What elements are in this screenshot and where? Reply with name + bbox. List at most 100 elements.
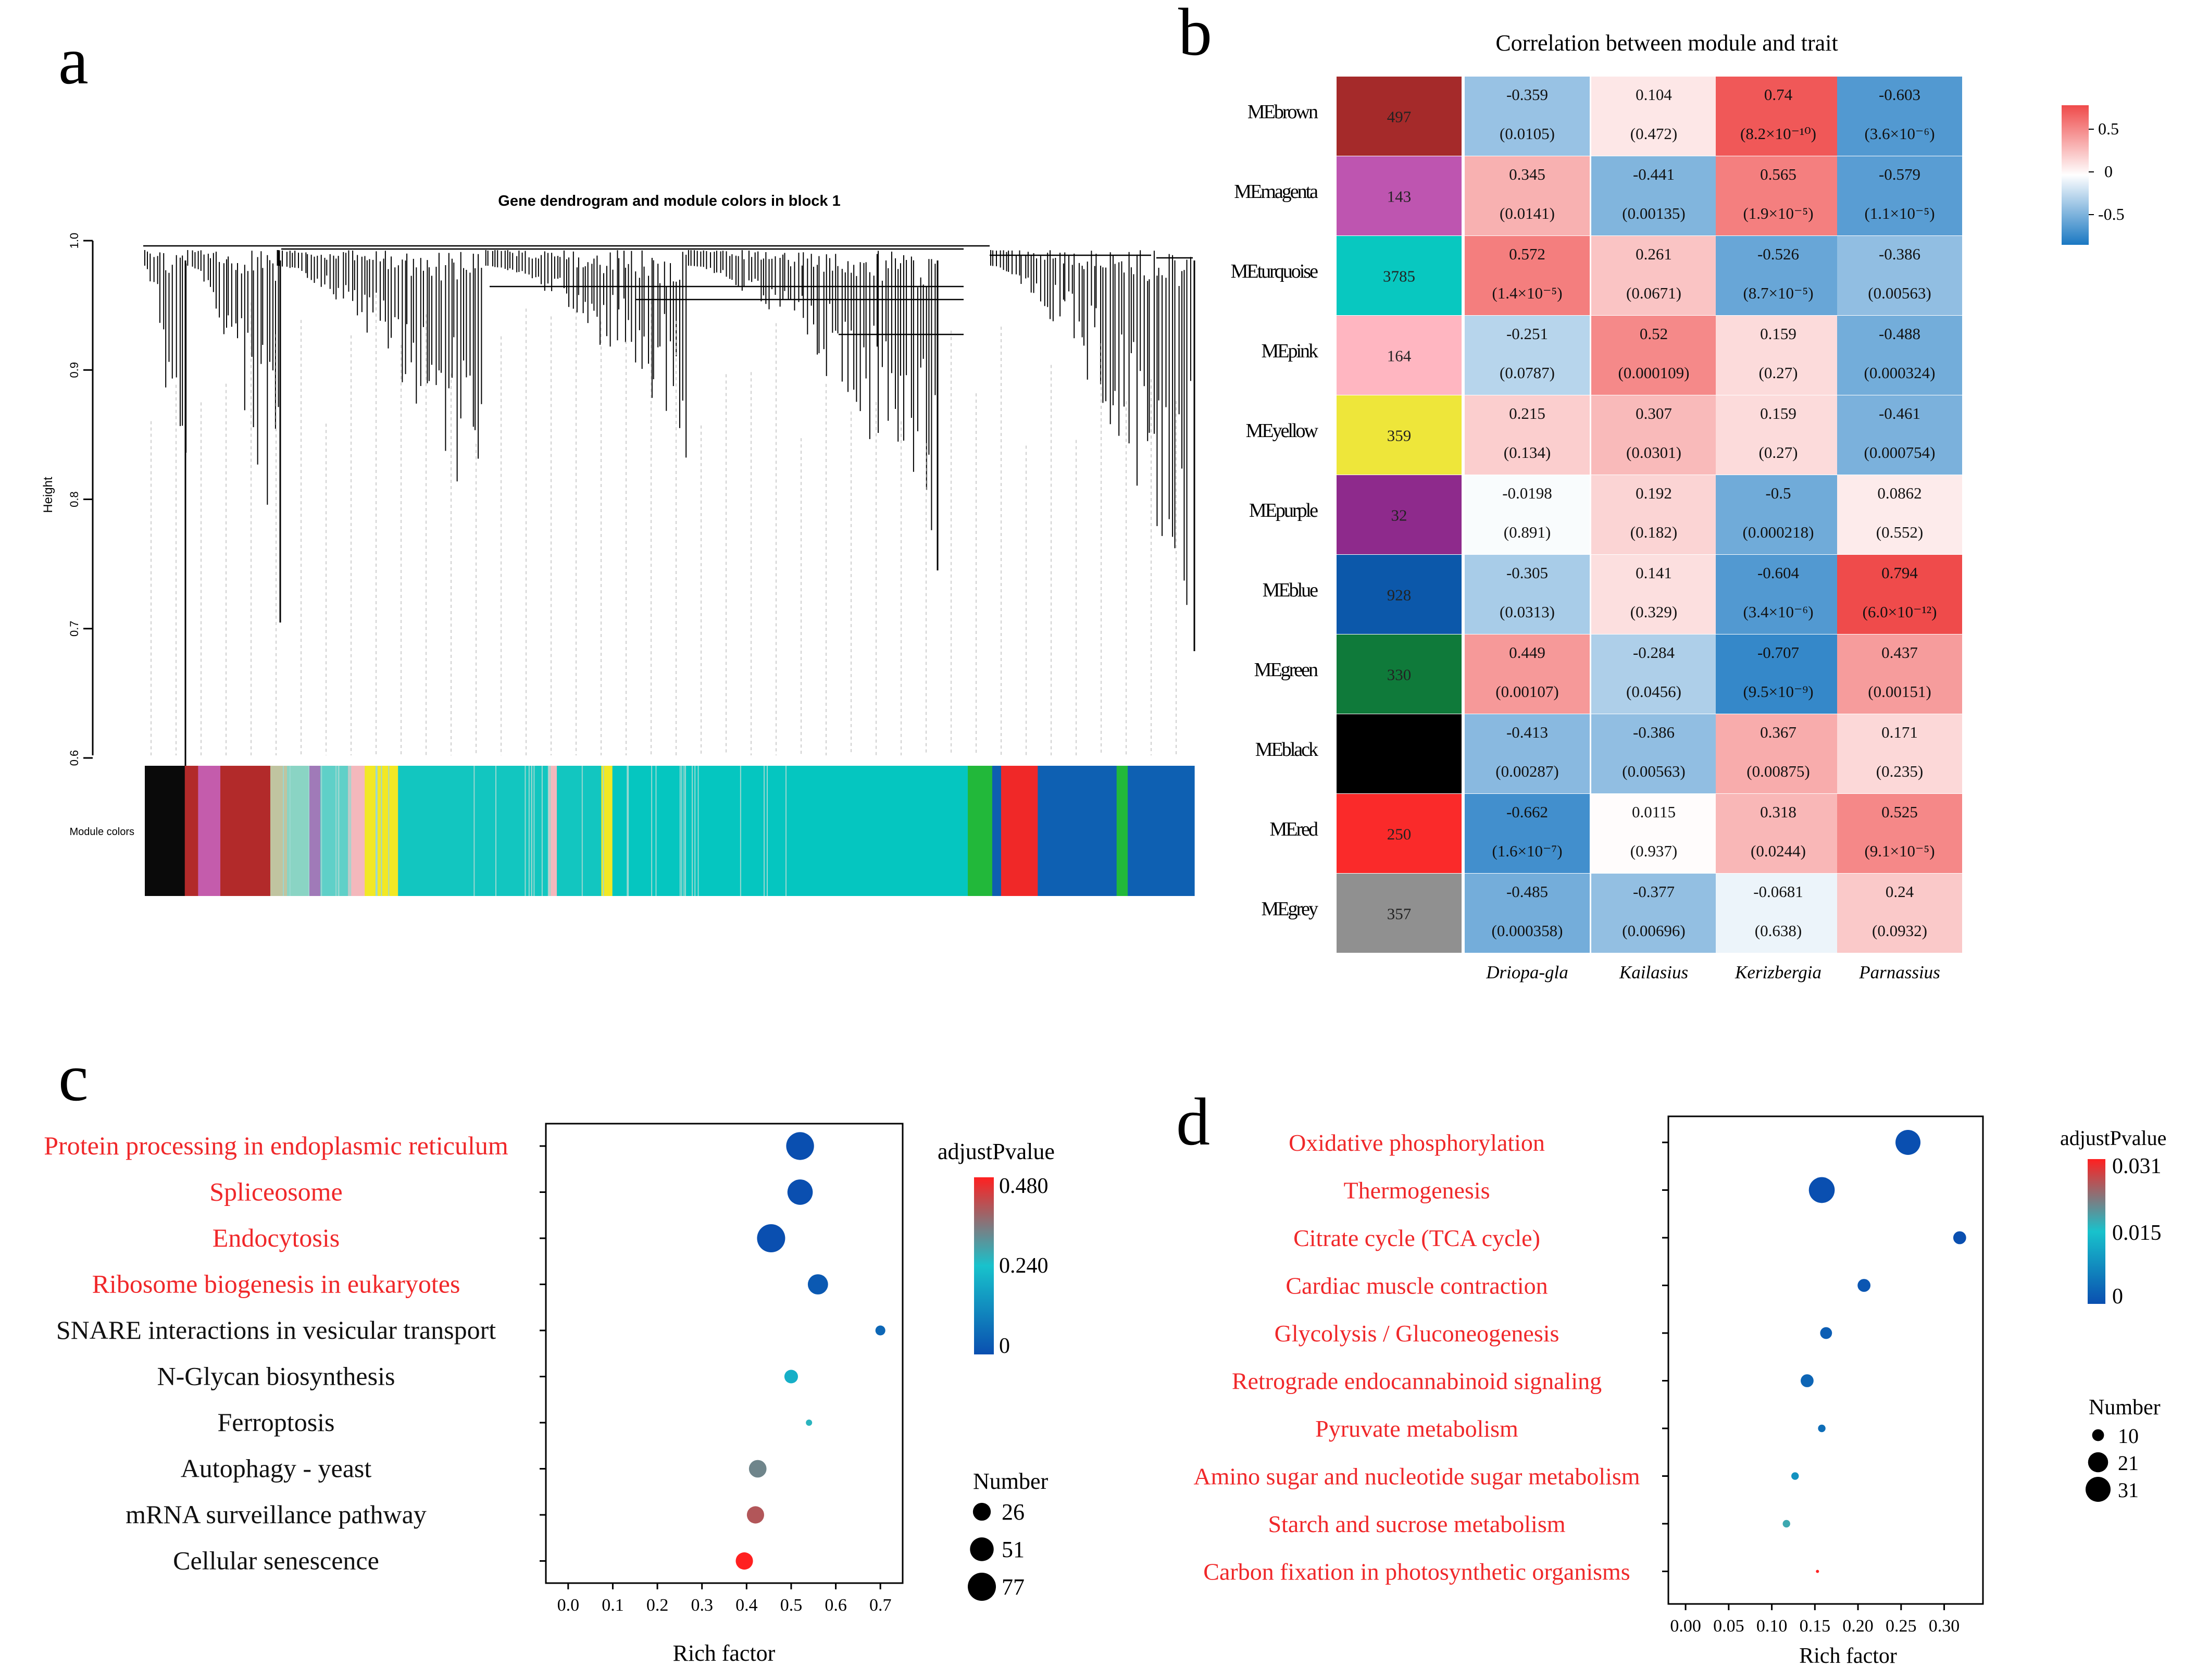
module-color-stripe	[289, 766, 291, 896]
heatmap-pval-label: (0.0787)	[1500, 364, 1555, 382]
heatmap-legend-tick-2: -0.5	[2098, 205, 2125, 223]
panel-c-size-legend-title: Number	[973, 1469, 1049, 1494]
heatmap-pval-label: (0.329)	[1630, 603, 1677, 621]
heatmap-corr-label: 0.0862	[1877, 484, 1922, 502]
module-color-segment	[968, 766, 993, 896]
xtick-label: 0.30	[1929, 1616, 1960, 1636]
xtick-label: 0.00	[1670, 1616, 1701, 1636]
module-color-stripe	[533, 766, 535, 896]
heatmap-cell	[1465, 555, 1590, 634]
heatmap-cell	[1465, 874, 1590, 953]
heatmap-corr-label: -0.413	[1506, 723, 1548, 741]
heatmap-pval-label: (3.6×10⁻⁶)	[1864, 125, 1935, 143]
heatmap-legend-tick-0: 0.5	[2098, 119, 2119, 138]
heatmap-corr-label: 0.261	[1636, 245, 1672, 263]
heatmap-cell	[1837, 555, 1962, 634]
heatmap-pval-label: (1.6×10⁻⁷)	[1492, 842, 1562, 860]
module-color-segment	[1128, 766, 1195, 896]
pathway-label: Ferroptosis	[218, 1408, 335, 1437]
module-color-stripe	[541, 766, 543, 896]
size-legend-label: 10	[2118, 1424, 2139, 1448]
module-color-stripe	[581, 766, 583, 896]
heatmap-pval-label: (0.937)	[1630, 842, 1677, 860]
heatmap-pval-label: (1.4×10⁻⁵)	[1492, 284, 1562, 302]
pathway-label: Pyruvate metabolism	[1315, 1415, 1518, 1442]
module-color-stripe	[283, 766, 284, 896]
heatmap-pval-label: (0.0244)	[1751, 842, 1806, 860]
size-legend-dot	[2092, 1429, 2104, 1441]
heatmap-cell	[1591, 236, 1716, 315]
module-swatch	[1337, 555, 1462, 634]
xtick-label: 0.1	[602, 1596, 624, 1615]
pathway-label: Carbon fixation in photosynthetic organi…	[1203, 1559, 1630, 1585]
dendrogram-tree	[143, 245, 1195, 873]
module-color-segment	[398, 766, 548, 896]
heatmap-row-label: MEblue	[1263, 579, 1318, 601]
heatmap-legend-tick-1: 0	[2104, 162, 2113, 181]
module-swatch	[1337, 77, 1462, 156]
pathway-label: Autophagy - yeast	[181, 1454, 372, 1483]
module-color-stripe	[338, 766, 339, 896]
heatmap-cell	[1591, 316, 1716, 395]
heatmap-corr-label: -0.386	[1633, 723, 1675, 741]
xtick-label: 0.10	[1756, 1616, 1788, 1636]
heatmap-corr-label: -0.0681	[1753, 882, 1803, 901]
heatmap-corr-label: 0.159	[1760, 325, 1796, 343]
size-legend-label: 26	[1002, 1499, 1025, 1525]
heatmap-corr-label: 0.437	[1881, 643, 1918, 662]
module-color-stripe	[651, 766, 653, 896]
module-color-stripe	[350, 766, 352, 896]
module-color-stripe	[308, 766, 310, 896]
heatmap-pval-label: (0.000218)	[1743, 523, 1814, 541]
panel-d-color-tick-1: 0.015	[2112, 1221, 2162, 1245]
heatmap-corr-label: 0.192	[1636, 484, 1672, 502]
heatmap-cell	[1591, 794, 1716, 873]
heatmap-legend-gradient	[2062, 105, 2089, 245]
pathway-label: SNARE interactions in vesicular transpor…	[56, 1315, 496, 1345]
heatmap-corr-label: -0.579	[1879, 165, 1920, 183]
module-color-segment	[320, 766, 348, 896]
heatmap-cell	[1716, 555, 1841, 634]
heatmap-cell	[1465, 395, 1590, 475]
xtick-label: 0.3	[691, 1596, 713, 1615]
module-color-stripe	[683, 766, 685, 896]
panel-d-xlabel: Rich factor	[1799, 1644, 1897, 1668]
heatmap-pval-label: (0.891)	[1504, 523, 1551, 541]
module-swatch	[1337, 156, 1462, 235]
heatmap-corr-label: 0.159	[1760, 404, 1796, 422]
heatmap-cell	[1465, 794, 1590, 873]
module-color-stripe	[375, 766, 377, 896]
panel-label-d: d	[1176, 1085, 1210, 1160]
heatmap-pval-label: (0.00151)	[1868, 682, 1931, 701]
heatmap-corr-label: -0.441	[1633, 165, 1675, 183]
module-size-label: 357	[1387, 905, 1412, 923]
module-color-segment	[198, 766, 221, 896]
module-size-label: 32	[1391, 506, 1407, 525]
panel-c-size-legend: 26 51 77	[968, 1499, 1025, 1601]
heatmap-cell	[1716, 794, 1841, 873]
module-color-stripe	[348, 766, 350, 896]
panel-a-dendrogram: Gene dendrogram and module colors in blo…	[41, 193, 1195, 896]
heatmap-cell	[1716, 77, 1841, 156]
module-color-stripe	[547, 766, 549, 896]
heatmap-cell	[1591, 634, 1716, 714]
module-color-stripe	[381, 766, 382, 896]
panel-d-color-tick-2: 0	[2112, 1285, 2123, 1309]
panel-label-b: b	[1178, 0, 1212, 70]
panel-c-xlabel: Rich factor	[673, 1640, 776, 1666]
heatmap-pval-label: (0.000754)	[1864, 443, 1936, 462]
pathway-label: Ribosome biogenesis in eukaryotes	[92, 1270, 460, 1299]
pathway-label: Starch and sucrose metabolism	[1268, 1511, 1565, 1537]
xtick-label: 0.2	[646, 1596, 669, 1615]
pathway-bubble	[748, 1460, 767, 1478]
dendrogram-ytick-label: 0.9	[68, 362, 81, 378]
module-color-stripe	[388, 766, 390, 896]
panel-c-color-legend-gradient	[974, 1177, 994, 1354]
module-color-stripe	[679, 766, 681, 896]
module-color-stripe	[684, 766, 686, 896]
pathway-bubble	[1816, 1570, 1819, 1573]
heatmap-corr-label: -0.461	[1879, 404, 1920, 422]
heatmap-pval-label: (0.00563)	[1868, 284, 1931, 302]
pathway-bubble	[1895, 1130, 1921, 1155]
heatmap-cell	[1716, 714, 1841, 793]
